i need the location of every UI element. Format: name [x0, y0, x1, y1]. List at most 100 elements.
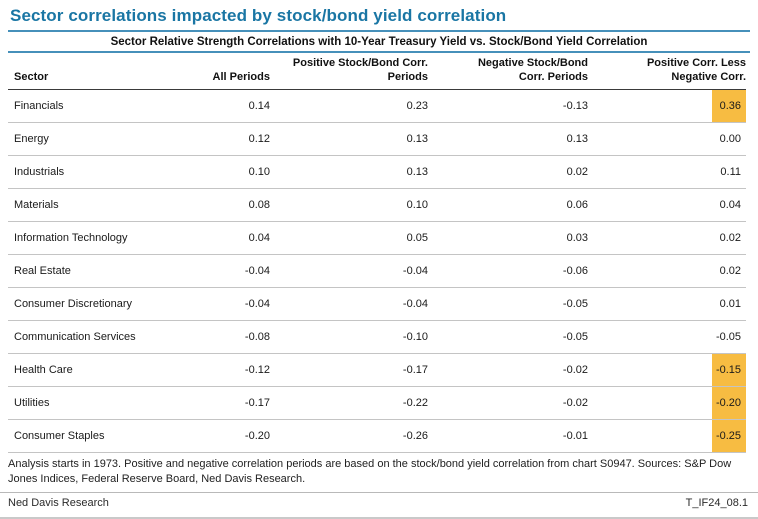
cell-all-periods: -0.04 [200, 254, 270, 288]
cell-all-periods: 0.08 [200, 188, 270, 222]
cell-negative-periods: -0.01 [428, 419, 588, 453]
table-row: Financials 0.14 0.23 -0.13 0.36 [8, 89, 747, 123]
cell-negative-periods: 0.03 [428, 221, 588, 255]
cell-spacer [588, 155, 712, 189]
cell-spacer [588, 419, 712, 453]
cell-sector: Materials [8, 188, 200, 222]
title-divider [8, 30, 750, 32]
cell-sector: Financials [8, 89, 200, 123]
cell-sector: Industrials [8, 155, 200, 189]
cell-spacer [588, 254, 712, 288]
footer-chart-id: T_IF24_08.1 [685, 497, 748, 509]
cell-negative-periods: -0.02 [428, 353, 588, 387]
table-row: Consumer Staples -0.20 -0.26 -0.01 -0.25 [8, 419, 747, 453]
cell-sector: Communication Services [8, 320, 200, 354]
cell-negative-periods: 0.02 [428, 155, 588, 189]
col-header-sector: Sector [8, 53, 200, 90]
cell-positive-periods: -0.22 [270, 386, 428, 420]
cell-difference: 0.02 [712, 254, 747, 288]
cell-spacer [588, 353, 712, 387]
table-subtitle: Sector Relative Strength Correlations wi… [110, 36, 648, 48]
cell-negative-periods: -0.02 [428, 386, 588, 420]
table-row: Energy 0.12 0.13 0.13 0.00 [8, 122, 747, 156]
cell-positive-periods: 0.05 [270, 221, 428, 255]
cell-difference: 0.00 [712, 122, 747, 156]
footer-source-label: Ned Davis Research [8, 497, 109, 509]
cell-negative-periods: -0.05 [428, 320, 588, 354]
col-header-negative-periods: Negative Stock/Bond Corr. Periods [428, 53, 588, 90]
cell-positive-periods: -0.04 [270, 287, 428, 321]
cell-positive-periods: 0.23 [270, 89, 428, 123]
cell-positive-periods: -0.10 [270, 320, 428, 354]
cell-spacer [588, 89, 712, 123]
table-row: Industrials 0.10 0.13 0.02 0.11 [8, 155, 747, 189]
col-header-negative-line2: Corr. Periods [518, 71, 588, 83]
page-title: Sector correlations impacted by stock/bo… [10, 6, 507, 25]
cell-difference: -0.05 [712, 320, 747, 354]
footnote-text: Analysis starts in 1973. Positive and ne… [8, 458, 732, 485]
cell-sector: Information Technology [8, 221, 200, 255]
col-header-positive-periods: Positive Stock/Bond Corr. Periods [270, 53, 428, 90]
cell-positive-periods: 0.13 [270, 155, 428, 189]
col-header-positive-line1: Positive Stock/Bond Corr. [292, 57, 428, 69]
cell-difference: 0.11 [712, 155, 747, 189]
cell-spacer [588, 287, 712, 321]
cell-negative-periods: -0.13 [428, 89, 588, 123]
cell-difference: 0.02 [712, 221, 747, 255]
cell-difference-highlighted: -0.20 [712, 386, 747, 420]
correlation-table: Sector All Periods Positive Stock/Bond C… [8, 53, 747, 453]
table-row: Information Technology 0.04 0.05 0.03 0.… [8, 221, 747, 255]
cell-difference-highlighted: 0.36 [712, 89, 747, 123]
cell-all-periods: 0.10 [200, 155, 270, 189]
cell-difference-highlighted: -0.25 [712, 419, 747, 453]
col-header-all-periods: All Periods [200, 53, 270, 90]
header-row: Sector All Periods Positive Stock/Bond C… [8, 53, 747, 90]
cell-all-periods: -0.08 [200, 320, 270, 354]
table-row: Real Estate -0.04 -0.04 -0.06 0.02 [8, 254, 747, 288]
cell-sector: Real Estate [8, 254, 200, 288]
cell-sector: Consumer Staples [8, 419, 200, 453]
cell-negative-periods: -0.06 [428, 254, 588, 288]
cell-all-periods: 0.04 [200, 221, 270, 255]
cell-positive-periods: 0.10 [270, 188, 428, 222]
table-body: Financials 0.14 0.23 -0.13 0.36 Energy 0… [8, 89, 747, 453]
cell-difference: 0.01 [712, 287, 747, 321]
cell-sector: Health Care [8, 353, 200, 387]
cell-sector: Utilities [8, 386, 200, 420]
col-header-difference-line1: Positive Corr. Less [646, 57, 747, 69]
table-row: Materials 0.08 0.10 0.06 0.04 [8, 188, 747, 222]
cell-all-periods: 0.12 [200, 122, 270, 156]
table-row: Communication Services -0.08 -0.10 -0.05… [8, 320, 747, 354]
cell-positive-periods: -0.04 [270, 254, 428, 288]
col-header-difference-line2: Negative Corr. [671, 71, 747, 83]
cell-spacer [588, 221, 712, 255]
col-header-difference: Positive Corr. Less Negative Corr. [588, 53, 747, 90]
cell-negative-periods: 0.13 [428, 122, 588, 156]
cell-negative-periods: -0.05 [428, 287, 588, 321]
subtitle-divider [8, 51, 750, 53]
cell-positive-periods: -0.17 [270, 353, 428, 387]
cell-difference: 0.04 [712, 188, 747, 222]
col-header-negative-line1: Negative Stock/Bond [477, 57, 588, 69]
cell-all-periods: -0.12 [200, 353, 270, 387]
cell-spacer [588, 122, 712, 156]
cell-all-periods: -0.17 [200, 386, 270, 420]
cell-spacer [588, 188, 712, 222]
cell-spacer [588, 386, 712, 420]
table-header: Sector All Periods Positive Stock/Bond C… [8, 53, 747, 90]
cell-sector: Energy [8, 122, 200, 156]
cell-all-periods: -0.20 [200, 419, 270, 453]
cell-negative-periods: 0.06 [428, 188, 588, 222]
cell-positive-periods: 0.13 [270, 122, 428, 156]
table-row: Utilities -0.17 -0.22 -0.02 -0.20 [8, 386, 747, 420]
footer-bar: Ned Davis Research T_IF24_08.1 [0, 492, 758, 514]
cell-spacer [588, 320, 712, 354]
cell-sector: Consumer Discretionary [8, 287, 200, 321]
cell-difference-highlighted: -0.15 [712, 353, 747, 387]
cell-all-periods: -0.04 [200, 287, 270, 321]
cell-all-periods: 0.14 [200, 89, 270, 123]
table-row: Consumer Discretionary -0.04 -0.04 -0.05… [8, 287, 747, 321]
cell-positive-periods: -0.26 [270, 419, 428, 453]
table-row: Health Care -0.12 -0.17 -0.02 -0.15 [8, 353, 747, 387]
